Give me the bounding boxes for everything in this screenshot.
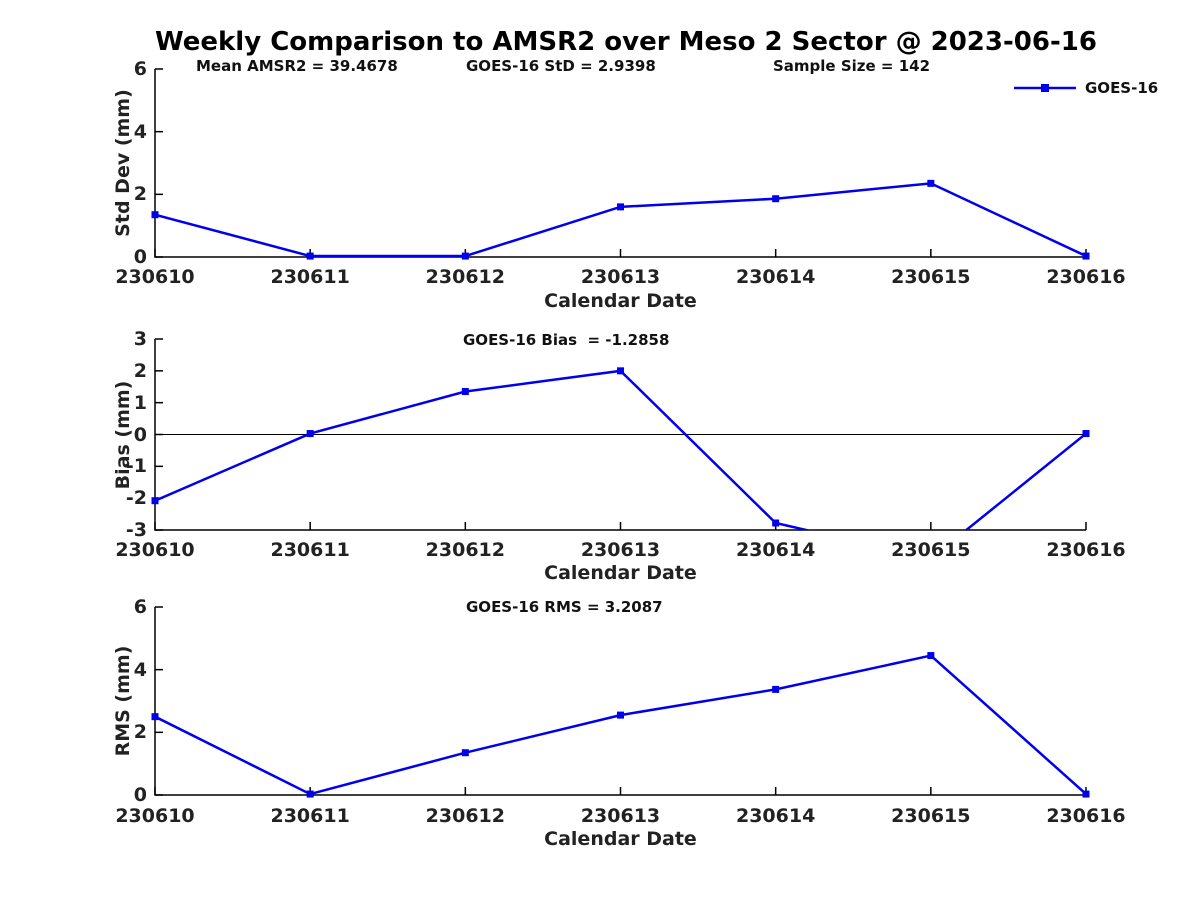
legend-line-marker-icon	[1014, 84, 1076, 92]
y-tick-label: 4	[133, 658, 147, 681]
stat-annotation: Sample Size = 142	[773, 57, 931, 75]
y-tick-label: 4	[133, 120, 147, 143]
x-tick-label: 230611	[270, 266, 350, 288]
data-point-marker	[306, 430, 314, 438]
y-tick-label: 2	[133, 183, 147, 206]
x-tick-label: 230612	[425, 539, 505, 561]
axis-line	[154, 69, 1086, 258]
y-tick-label: -3	[125, 519, 147, 541]
data-point-marker	[461, 252, 469, 260]
data-point-marker	[772, 519, 780, 527]
legend: GOES-16	[1014, 80, 1158, 96]
data-point-marker	[1082, 430, 1090, 438]
x-tick-label: 230611	[270, 539, 350, 561]
data-point-marker	[617, 367, 624, 375]
data-point-marker	[151, 713, 159, 721]
data-point-marker	[617, 203, 624, 211]
data-line-GOES-16	[155, 182, 1086, 257]
y-tick-label: -1	[125, 455, 147, 478]
data-point-marker	[1082, 790, 1090, 798]
x-tick-label: 230612	[425, 266, 505, 288]
x-tick-label: 230610	[115, 805, 195, 827]
data-point-marker	[1082, 252, 1090, 260]
figure-title: Weekly Comparison to AMSR2 over Meso 2 S…	[155, 27, 1097, 57]
data-point-marker	[306, 790, 314, 798]
x-tick-label: 230611	[270, 805, 350, 827]
axis-line	[154, 607, 1086, 796]
y-tick-label: 3	[133, 328, 147, 350]
data-point-marker	[461, 388, 469, 396]
data-point-marker	[772, 195, 780, 203]
y-tick-label: 1	[133, 391, 147, 414]
x-tick-label: 230615	[891, 266, 971, 288]
x-tick-label: 230610	[115, 539, 195, 561]
y-tick-label: 6	[133, 58, 147, 80]
data-point-marker	[927, 652, 935, 660]
data-point-marker	[151, 497, 159, 505]
x-axis-label: Calendar Date	[544, 290, 697, 312]
x-tick-label: 230616	[1046, 266, 1126, 288]
legend-label: GOES-16	[1085, 79, 1159, 97]
data-point-marker	[927, 179, 935, 187]
x-axis-label: Calendar Date	[544, 828, 697, 850]
stat-annotation: GOES-16 RMS = 3.2087	[466, 598, 663, 616]
x-tick-label: 230616	[1046, 805, 1126, 827]
x-axis-label: Calendar Date	[544, 562, 697, 584]
y-axis-label: Std Dev (mm)	[112, 89, 134, 237]
stat-annotation: GOES-16 Bias = -1.2858	[463, 331, 670, 349]
x-tick-label: 230614	[735, 539, 816, 561]
x-tick-label: 230614	[735, 266, 816, 288]
legend-marker	[1041, 84, 1049, 92]
x-tick-label: 230615	[891, 539, 971, 561]
y-tick-label: 2	[133, 721, 147, 744]
x-tick-label: 230615	[891, 805, 971, 827]
data-point-marker	[306, 252, 314, 260]
data-line-GOES-16	[155, 654, 1086, 795]
y-axis-label: RMS (mm)	[112, 645, 134, 757]
stat-annotation: Mean AMSR2 = 39.4678	[196, 57, 398, 75]
y-axis-label: Bias (mm)	[112, 380, 134, 489]
stat-annotation: GOES-16 StD = 2.9398	[466, 57, 656, 75]
x-tick-label: 230610	[115, 266, 195, 288]
x-tick-label: 230614	[735, 805, 816, 827]
y-tick-label: 0	[133, 246, 147, 268]
data-point-marker	[151, 211, 159, 219]
x-tick-label: 230613	[580, 805, 661, 827]
y-tick-label: 6	[133, 596, 147, 618]
x-tick-label: 230612	[425, 805, 505, 827]
data-point-marker	[617, 711, 624, 719]
data-point-marker	[772, 685, 780, 693]
y-tick-label: 0	[133, 784, 147, 806]
x-tick-label: 230613	[580, 266, 661, 288]
y-tick-label: -2	[125, 487, 147, 510]
x-tick-label: 230613	[580, 539, 661, 561]
data-point-marker	[461, 749, 469, 757]
y-tick-label: 0	[133, 423, 147, 446]
y-tick-label: 2	[133, 359, 147, 382]
x-tick-label: 230616	[1046, 539, 1126, 561]
